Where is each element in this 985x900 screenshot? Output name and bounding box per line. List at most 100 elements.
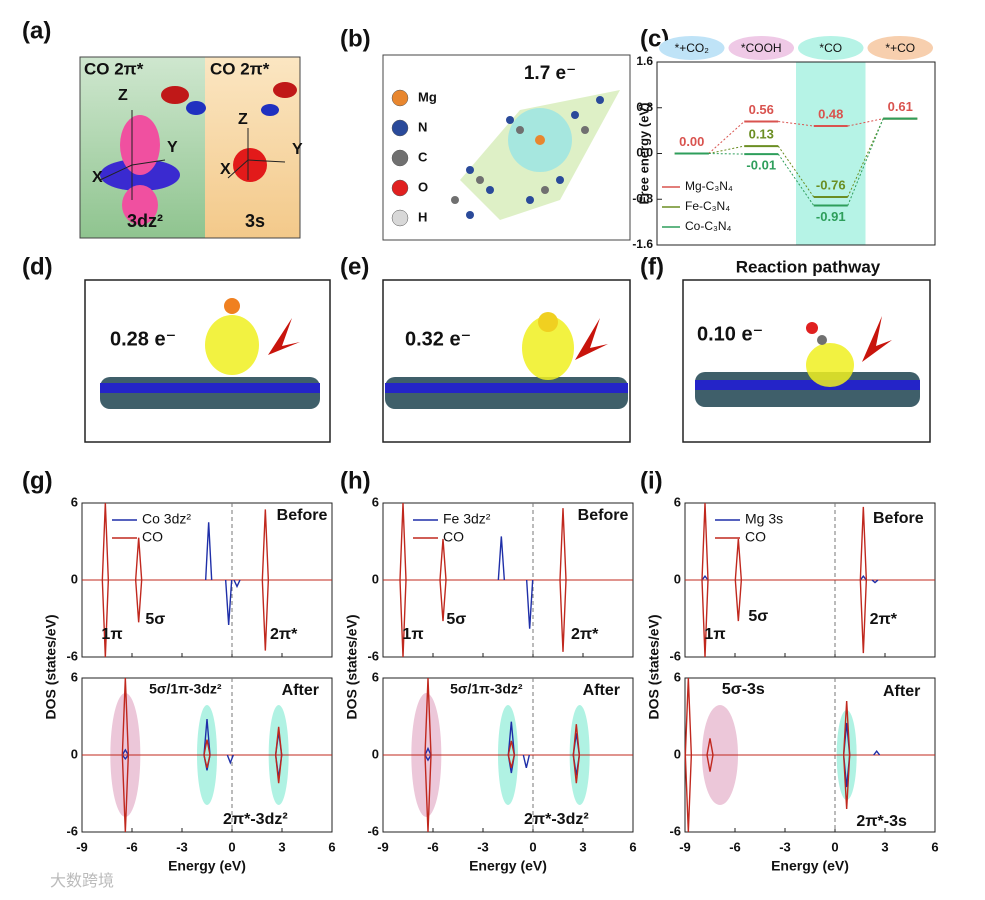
panel-label: (b) [340,25,371,52]
dos-spike [701,579,709,658]
panel-label: (g) [22,467,53,494]
y-tick-label: 6 [71,494,78,509]
panel-b-image [382,54,631,241]
x-tick-label: -3 [779,839,791,854]
orbital-title: CO 2π* [84,59,144,78]
legend-label: CO [745,529,766,545]
x-axis-label: Energy (eV) [771,858,849,874]
dos-spike [507,754,516,768]
y-tick-label: -6 [367,648,379,663]
y-tick-label: -6 [66,648,78,663]
dos-spike [121,754,129,760]
x-tick-label: 3 [579,839,586,854]
stage-tag [867,36,933,60]
stage-label: *+CO [885,41,915,55]
legend-label: Mg 3s [745,511,783,527]
x-tick-label: -9 [377,839,389,854]
axis-name: Z [238,111,248,128]
dos-spike [842,701,851,756]
annotation: 2π*-3s [856,813,907,830]
panel-a-image [79,56,301,239]
annotation: 2π*-3dz² [223,811,288,828]
charge-label: 0.10 e⁻ [697,323,763,345]
x-tick-label: -6 [729,839,741,854]
legend-label: C [418,149,428,164]
panel-label: (a) [22,17,51,44]
dos-spike [572,754,581,784]
y-tick-label: -6 [669,648,681,663]
dos-spike [274,754,283,784]
orbital-title: CO 2π* [210,59,270,78]
value-label: 0.56 [749,102,774,117]
x-tick-label: 0 [529,839,536,854]
stage-tag [728,36,794,60]
annotation: 1π [402,626,423,643]
panel-f-image [682,279,931,443]
dos-spike [233,579,241,589]
dos-spike [203,754,211,768]
annotation: 5σ-3s [722,681,765,698]
dos-spike [439,538,447,581]
value-label: -0.91 [816,209,846,224]
dos-spike [842,754,851,809]
panel-label: (h) [340,467,371,494]
legend-atom [391,179,409,197]
x-tick-label: -6 [126,839,138,854]
connector [778,120,814,127]
orbital-name: 3s [245,211,265,231]
annotation: 2π* [571,626,599,643]
dos-spike [424,754,432,762]
stage-tag [798,36,864,60]
y-tick-label: 1.6 [636,54,653,68]
panel-label: (f) [640,253,664,280]
panel-label: (d) [22,253,53,280]
panel-label: (i) [640,467,663,494]
x-tick-label: 0 [228,839,235,854]
dos-spike [439,579,447,622]
annotation: 5σ/1π-3dz² [149,681,222,697]
y-tick-label: 6 [71,669,78,684]
annotation: 5σ [145,611,165,628]
legend-label: Mg [418,89,437,104]
dos-spike [684,677,693,756]
legend-label: N [418,119,427,134]
y-tick-label: -6 [669,823,681,838]
legend-label: Fe-C₃N₄ [685,199,730,213]
connector [708,153,745,155]
annotation: 5σ [748,608,768,625]
x-tick-label: 0 [831,839,838,854]
connector [777,153,815,206]
panel-d-image [84,279,331,443]
dos-spike [706,738,714,756]
x-tick-label: -3 [477,839,489,854]
dos-spike [701,575,709,581]
dos-spike [559,579,567,652]
dos-spike [507,740,516,756]
y-tick-label: -0.8 [632,191,653,205]
charge-label: 0.32 e⁻ [405,328,471,350]
dos-spike [203,719,211,756]
y-axis-label: DOS (states/eV) [43,614,59,719]
y-axis-label: DOS (states/eV) [344,614,360,719]
dos-spike [399,579,407,658]
dos-spike [859,575,867,581]
stage-tag [659,36,725,60]
annotation: 5σ [446,611,466,628]
dos-spike [684,754,693,833]
dos-spike [497,536,506,581]
y-tick-label: 0 [372,746,379,761]
panel-title: Reaction pathway [736,257,881,276]
charge-label: 1.7 e⁻ [524,63,576,84]
annotation: 1π [101,626,122,643]
dos-spike [101,502,110,581]
dos-spike [424,754,432,833]
dos-spike [203,739,211,756]
y-tick-label: 6 [372,669,379,684]
y-tick-label: 6 [372,494,379,509]
dos-spike [204,522,213,581]
x-axis-label: Energy (eV) [168,858,246,874]
legend-label: CO [142,529,163,545]
legend-label: Co 3dz² [142,511,191,527]
dos-spike [121,754,130,833]
y-tick-label: 6 [674,494,681,509]
